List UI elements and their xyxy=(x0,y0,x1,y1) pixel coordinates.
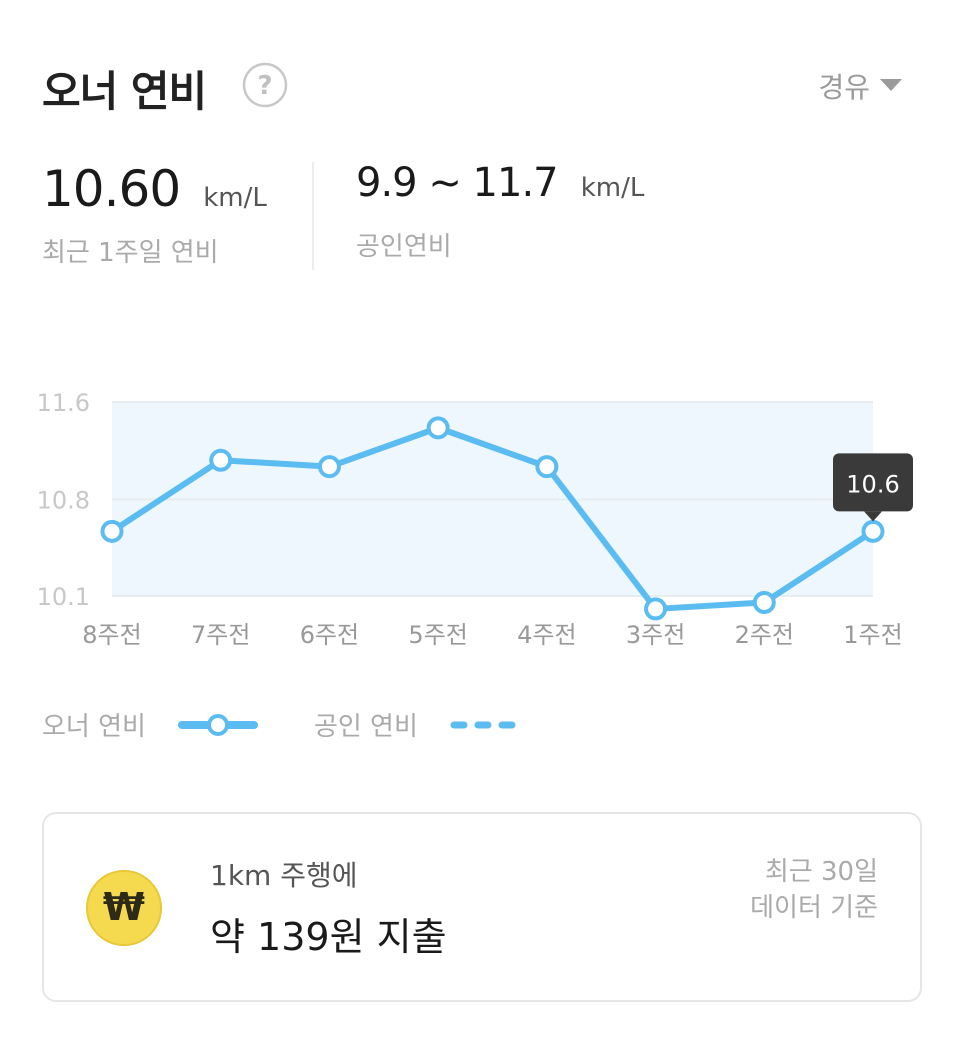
cost-card-basis: 최근 30일 데이터 기준 xyxy=(750,854,878,926)
tooltip-value: 10.6 xyxy=(846,470,899,498)
help-icon[interactable]: ? xyxy=(242,62,288,108)
x-tick-label: 2주전 xyxy=(735,621,794,649)
y-tick-label: 10.8 xyxy=(37,487,90,515)
cost-card-amount: 약 139원 지출 xyxy=(210,915,447,959)
chevron-down-icon xyxy=(880,79,902,91)
data-point xyxy=(535,455,559,479)
cost-card-subtitle: 1km 주행에 xyxy=(210,859,358,892)
tooltip-pointer xyxy=(864,511,882,522)
owner-efficiency-value: 10.60 xyxy=(42,160,181,218)
data-point xyxy=(426,416,450,440)
y-tick-label: 11.6 xyxy=(37,389,90,417)
owner-efficiency-caption: 최근 1주일 연비 xyxy=(42,238,219,268)
fuel-type-label: 경유 xyxy=(818,71,870,104)
official-efficiency-caption: 공인연비 xyxy=(356,232,452,262)
cost-basis-line2: 데이터 기준 xyxy=(750,893,878,923)
cost-per-km-card: ₩ 1km 주행에 약 139원 지출 최근 30일 데이터 기준 xyxy=(42,812,922,1002)
won-symbol: ₩ xyxy=(103,885,145,929)
weekly-efficiency-chart: 11.6 10.8 10.1 8주전 7주전 6주전 5주전 4주전 3주전 2주전 1주전 10.6 xyxy=(37,389,913,649)
owner-efficiency-line xyxy=(109,424,876,612)
chart-legend: 오너 연비 공인 연비 xyxy=(42,706,526,743)
x-tick-label: 5주전 xyxy=(408,621,467,649)
data-point xyxy=(752,590,776,614)
svg-text:?: ? xyxy=(257,71,272,101)
x-tick-label: 1주전 xyxy=(843,621,902,649)
legend-official-label: 공인 연비 xyxy=(313,712,418,742)
tooltip-box xyxy=(833,453,913,512)
owner-efficiency-stat: 10.60 km/L 최근 1주일 연비 xyxy=(42,160,267,269)
x-tick-label: 4주전 xyxy=(517,621,576,649)
official-efficiency-stat: 9.9 ~ 11.7 km/L 공인연비 xyxy=(356,160,644,263)
owner-efficiency-unit: km/L xyxy=(203,183,267,213)
data-point xyxy=(209,448,233,472)
data-point xyxy=(317,455,341,479)
legend-owner-label: 오너 연비 xyxy=(42,712,146,742)
x-tick-label: 6주전 xyxy=(300,621,359,649)
y-tick-label: 10.1 xyxy=(37,583,90,611)
legend-official-swatch xyxy=(450,721,526,728)
data-point xyxy=(861,519,885,543)
stat-divider xyxy=(312,162,314,270)
official-efficiency-unit: km/L xyxy=(580,173,645,203)
data-point xyxy=(100,519,124,543)
cost-basis-line1: 최근 30일 xyxy=(764,857,878,887)
data-point xyxy=(644,597,668,621)
x-tick-label: 3주전 xyxy=(626,621,685,649)
page-title: 오너 연비 xyxy=(42,67,207,116)
x-tick-label: 8주전 xyxy=(82,621,141,649)
fuel-type-dropdown[interactable]: 경유 xyxy=(818,66,902,106)
legend-owner-swatch xyxy=(177,713,258,736)
won-coin-icon: ₩ xyxy=(86,870,162,946)
x-tick-label: 7주전 xyxy=(191,621,250,649)
official-efficiency-value: 9.9 ~ 11.7 xyxy=(356,160,559,206)
